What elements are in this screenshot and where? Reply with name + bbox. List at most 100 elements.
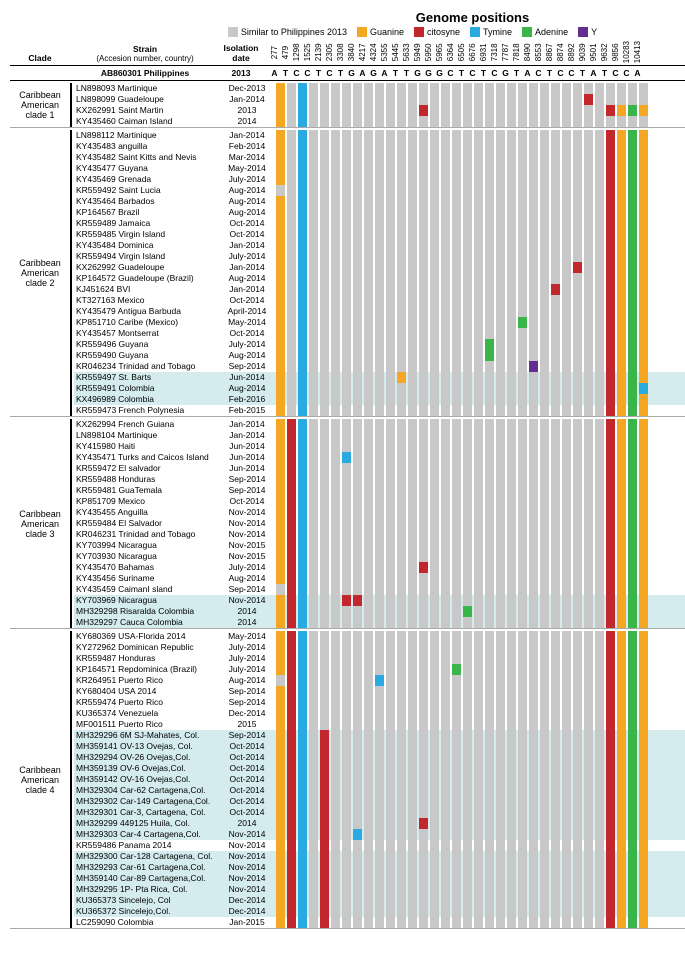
cell: [606, 474, 615, 485]
cell: [463, 862, 472, 873]
cells: [276, 419, 648, 430]
cell: [386, 251, 395, 262]
cell: [573, 653, 582, 664]
cell: [441, 675, 450, 686]
cell: [375, 664, 384, 675]
cell: [617, 328, 626, 339]
cell: [551, 141, 560, 152]
cell: [485, 339, 494, 350]
cell: [507, 774, 516, 785]
data-row: MH329304 Car-62 Cartagena,Col.Oct-2014: [74, 785, 685, 796]
strain-label: KU365374 Venezuela: [74, 708, 226, 719]
cell: [639, 419, 648, 430]
cell: [540, 83, 549, 94]
cell: [540, 350, 549, 361]
cell: [287, 452, 296, 463]
cell: [353, 306, 362, 317]
cell: [353, 840, 362, 851]
cell: [529, 116, 538, 127]
legend-item: citosyne: [414, 27, 460, 37]
cell: [573, 818, 582, 829]
cell: [628, 240, 637, 251]
cell: [342, 507, 351, 518]
cell: [540, 94, 549, 105]
cell: [408, 328, 417, 339]
cell: [287, 361, 296, 372]
cell: [452, 83, 461, 94]
cell: [595, 94, 604, 105]
cell: [320, 251, 329, 262]
cell: [452, 116, 461, 127]
cell: [463, 551, 472, 562]
strain-label: MH329301 Car-3, Cartagena, Col.: [74, 807, 226, 818]
cell: [485, 840, 494, 851]
cell: [573, 441, 582, 452]
cell: [518, 796, 527, 807]
cell: [485, 774, 494, 785]
cell: [430, 229, 439, 240]
cell: [529, 452, 538, 463]
cell: [353, 474, 362, 485]
cell: [518, 719, 527, 730]
cell: [474, 884, 483, 895]
cell: [364, 763, 373, 774]
cell: [617, 584, 626, 595]
cell: [573, 273, 582, 284]
cell: [606, 664, 615, 675]
cell: [331, 829, 340, 840]
cell: [507, 284, 516, 295]
cell: [496, 664, 505, 675]
cell: [452, 218, 461, 229]
cell: [485, 317, 494, 328]
cell: [452, 917, 461, 928]
cell: [452, 675, 461, 686]
cell: [419, 185, 428, 196]
cell: [430, 350, 439, 361]
cell: [485, 686, 494, 697]
cell: [397, 94, 406, 105]
strain-label: MH329299 449125 Huila, Col.: [74, 818, 226, 829]
cell: [441, 840, 450, 851]
cell: [430, 851, 439, 862]
cell: [573, 452, 582, 463]
cell: [573, 229, 582, 240]
cell: [529, 229, 538, 240]
strain-label: LC259090 Colombia: [74, 917, 226, 928]
cell: [606, 807, 615, 818]
cell: [441, 573, 450, 584]
cell: [529, 697, 538, 708]
cell: [353, 807, 362, 818]
date-label: Feb-2015: [226, 405, 268, 416]
cell: [364, 851, 373, 862]
cell: [375, 730, 384, 741]
cell: [430, 105, 439, 116]
cell: [606, 573, 615, 584]
cell: [287, 240, 296, 251]
cell: [540, 196, 549, 207]
cell: [562, 617, 571, 628]
date-label: Aug-2014: [226, 573, 268, 584]
cells: [276, 163, 648, 174]
cell: [485, 284, 494, 295]
cell: [364, 394, 373, 405]
cell: [639, 240, 648, 251]
cell: [518, 917, 527, 928]
cell: [540, 642, 549, 653]
cell: [441, 584, 450, 595]
cell: [540, 895, 549, 906]
cell: [639, 441, 648, 452]
cell: [430, 873, 439, 884]
cell: [496, 240, 505, 251]
cell: [474, 240, 483, 251]
cell: [507, 518, 516, 529]
cell: [485, 328, 494, 339]
cell: [518, 653, 527, 664]
cell: [298, 262, 307, 273]
cell: [474, 697, 483, 708]
cell: [419, 339, 428, 350]
cell: [540, 617, 549, 628]
cell: [639, 430, 648, 441]
strain-label: KR559481 GuaTemala: [74, 485, 226, 496]
cell: [430, 141, 439, 152]
cell: [342, 229, 351, 240]
